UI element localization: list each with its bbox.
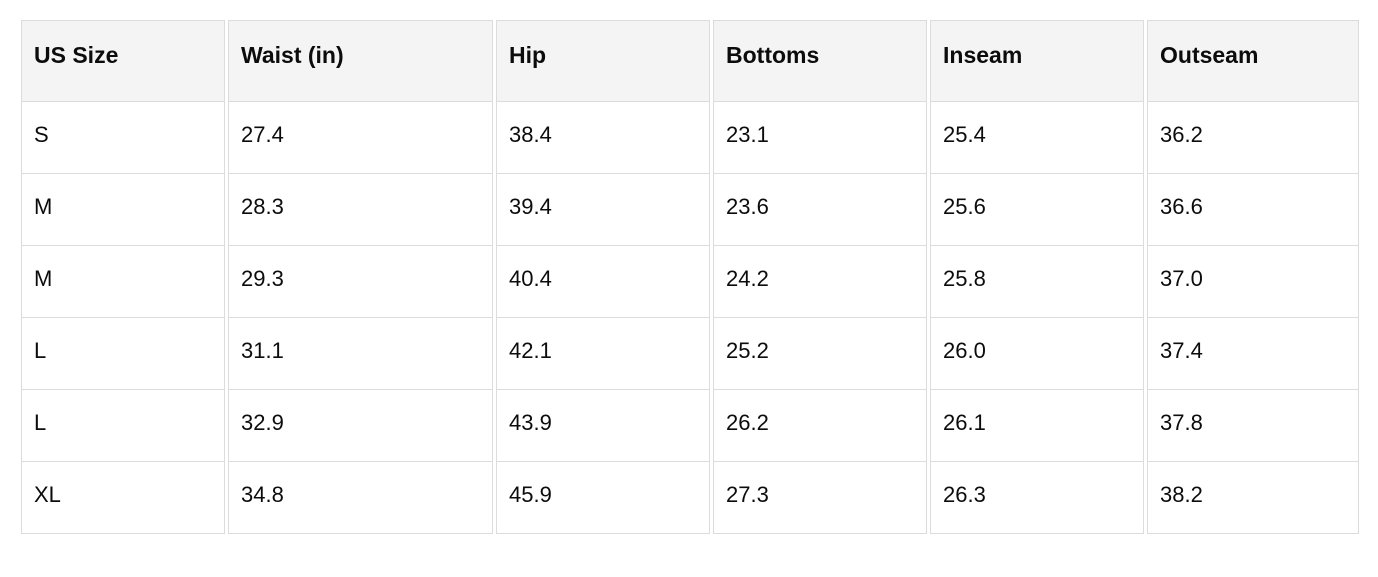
column-header-us-size: US Size	[21, 20, 225, 102]
inseam-cell: 25.8	[930, 246, 1144, 318]
bottoms-cell: 23.6	[713, 174, 927, 246]
header-row: US Size Waist (in) Hip Bottoms Inseam Ou…	[21, 20, 1359, 102]
hip-cell: 42.1	[496, 318, 710, 390]
hip-cell: 43.9	[496, 390, 710, 462]
inseam-cell: 25.6	[930, 174, 1144, 246]
waist-cell: 28.3	[228, 174, 493, 246]
bottoms-cell: 27.3	[713, 462, 927, 534]
size-cell: L	[21, 318, 225, 390]
waist-cell: 31.1	[228, 318, 493, 390]
size-cell: M	[21, 174, 225, 246]
column-header-hip: Hip	[496, 20, 710, 102]
inseam-cell: 26.0	[930, 318, 1144, 390]
table-row: M 28.3 39.4 23.6 25.6 36.6	[21, 174, 1359, 246]
outseam-cell: 38.2	[1147, 462, 1359, 534]
outseam-cell: 37.0	[1147, 246, 1359, 318]
inseam-cell: 26.1	[930, 390, 1144, 462]
bottoms-cell: 24.2	[713, 246, 927, 318]
size-cell: L	[21, 390, 225, 462]
table-row: XL 34.8 45.9 27.3 26.3 38.2	[21, 462, 1359, 534]
waist-cell: 27.4	[228, 102, 493, 174]
size-cell: XL	[21, 462, 225, 534]
hip-cell: 45.9	[496, 462, 710, 534]
outseam-cell: 37.8	[1147, 390, 1359, 462]
table-row: L 32.9 43.9 26.2 26.1 37.8	[21, 390, 1359, 462]
table-row: S 27.4 38.4 23.1 25.4 36.2	[21, 102, 1359, 174]
column-header-waist: Waist (in)	[228, 20, 493, 102]
bottoms-cell: 23.1	[713, 102, 927, 174]
waist-cell: 34.8	[228, 462, 493, 534]
bottoms-cell: 25.2	[713, 318, 927, 390]
column-header-outseam: Outseam	[1147, 20, 1359, 102]
column-header-inseam: Inseam	[930, 20, 1144, 102]
inseam-cell: 25.4	[930, 102, 1144, 174]
outseam-cell: 36.2	[1147, 102, 1359, 174]
outseam-cell: 36.6	[1147, 174, 1359, 246]
hip-cell: 38.4	[496, 102, 710, 174]
inseam-cell: 26.3	[930, 462, 1144, 534]
column-header-bottoms: Bottoms	[713, 20, 927, 102]
waist-cell: 32.9	[228, 390, 493, 462]
bottoms-cell: 26.2	[713, 390, 927, 462]
size-chart-table: US Size Waist (in) Hip Bottoms Inseam Ou…	[18, 20, 1362, 534]
size-cell: M	[21, 246, 225, 318]
size-cell: S	[21, 102, 225, 174]
waist-cell: 29.3	[228, 246, 493, 318]
table-row: M 29.3 40.4 24.2 25.8 37.0	[21, 246, 1359, 318]
hip-cell: 40.4	[496, 246, 710, 318]
outseam-cell: 37.4	[1147, 318, 1359, 390]
table-row: L 31.1 42.1 25.2 26.0 37.4	[21, 318, 1359, 390]
hip-cell: 39.4	[496, 174, 710, 246]
